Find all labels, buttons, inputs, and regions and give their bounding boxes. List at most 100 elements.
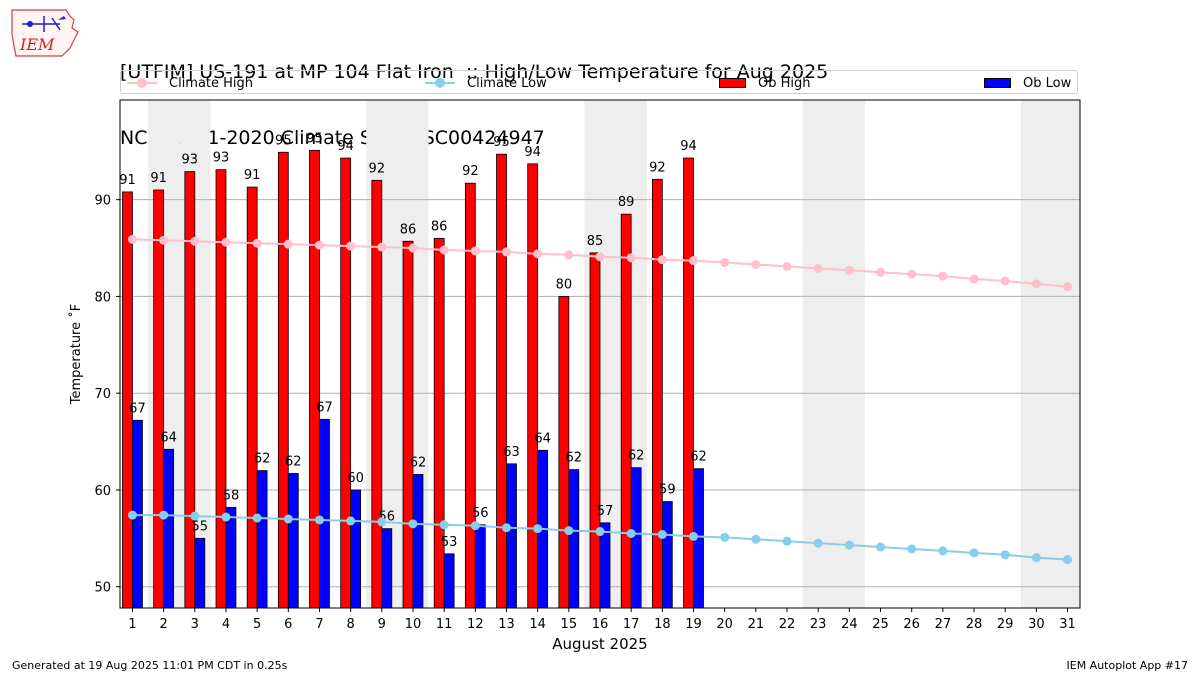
climate-low-point-22 <box>782 536 792 546</box>
ob-high-bar-6 <box>277 151 289 609</box>
xtick-label-26: 26 <box>903 617 920 632</box>
climate-low-point-28 <box>969 548 979 558</box>
climate-high-point-28 <box>969 274 979 284</box>
legend-label-ob-high: Ob High <box>758 75 811 91</box>
xtick-label-29: 29 <box>997 617 1014 632</box>
climate-high-point-1 <box>127 234 137 244</box>
ob-low-bar-13 <box>506 463 517 609</box>
xtick-label-19: 19 <box>685 617 702 632</box>
legend-label-ob-low: Ob Low <box>1023 75 1072 91</box>
xtick-label-4: 4 <box>222 617 230 632</box>
climate-low-point-2 <box>159 510 169 520</box>
ob-high-bar-2 <box>153 189 165 609</box>
xtick-label-8: 8 <box>347 617 355 632</box>
climate-low-point-26 <box>907 544 917 554</box>
ob-low-bar-8 <box>350 489 362 609</box>
ob-low-label-7: 67 <box>316 400 333 415</box>
generated-timestamp: Generated at 19 Aug 2025 11:01 PM CDT in… <box>12 659 288 672</box>
xtick-label-3: 3 <box>191 617 199 632</box>
ob-high-label-17: 89 <box>618 195 635 210</box>
climate-low-point-30 <box>1031 553 1041 563</box>
weekend-shade-31 <box>1051 100 1080 608</box>
climate-low-point-5 <box>252 513 262 523</box>
climate-low-point-20 <box>720 532 730 542</box>
xtick-label-27: 27 <box>935 617 952 632</box>
xtick-label-24: 24 <box>841 617 858 632</box>
legend-item-climate-high: Climate High <box>127 71 253 95</box>
climate-high-point-14 <box>533 249 543 259</box>
climate-high-point-22 <box>782 261 792 271</box>
climate-high-point-25 <box>876 267 886 277</box>
ob-high-bar-4 <box>215 169 227 609</box>
climate-high-point-26 <box>907 269 917 279</box>
logo-text: IEM <box>19 35 55 54</box>
climate-low-point-11 <box>439 520 449 530</box>
weekend-shade-24 <box>833 100 865 608</box>
ob-low-label-19: 62 <box>690 450 707 465</box>
xtick-label-17: 17 <box>623 617 640 632</box>
climate-low-point-25 <box>876 542 886 552</box>
ob-high-bar-5 <box>246 186 258 609</box>
ob-high-label-11: 86 <box>431 219 448 234</box>
ob-low-bar-4 <box>225 506 237 609</box>
xtick-label-11: 11 <box>436 617 453 632</box>
ob-low-label-13: 63 <box>503 445 520 460</box>
climate-low-point-6 <box>283 514 293 524</box>
ob-high-label-5: 91 <box>244 168 261 183</box>
ob-low-bar-17 <box>630 467 642 609</box>
climate-low-point-16 <box>595 527 605 537</box>
ob-high-bar-17 <box>620 213 632 609</box>
climate-high-point-31 <box>1063 282 1073 292</box>
ob-high-bar-1 <box>122 191 133 609</box>
xtick-label-21: 21 <box>748 617 765 632</box>
ob-low-label-10: 62 <box>410 455 427 470</box>
climate-high-point-7 <box>314 240 324 250</box>
ob-high-bar-11 <box>433 237 445 609</box>
ob-low-label-14: 64 <box>534 431 551 446</box>
xtick-label-14: 14 <box>529 617 546 632</box>
climate-high-point-4 <box>221 237 231 247</box>
ob-low-bar-10 <box>412 474 424 609</box>
ob-low-bar-7 <box>319 418 330 609</box>
climate-high-point-18 <box>657 255 667 265</box>
ob-high-label-16: 85 <box>587 234 604 249</box>
ob-high-bar-14 <box>527 163 539 609</box>
ob-low-label-3: 55 <box>192 519 209 534</box>
xtick-label-18: 18 <box>654 617 671 632</box>
ob-low-label-15: 62 <box>566 451 583 466</box>
plot-frame <box>119 99 1081 609</box>
climate-high-point-16 <box>595 252 605 262</box>
climate-high-point-9 <box>377 242 387 252</box>
xtick-label-23: 23 <box>810 617 827 632</box>
climate-low-point-15 <box>564 526 574 536</box>
ytick-label-80: 80 <box>94 290 111 305</box>
xtick-label-10: 10 <box>405 617 422 632</box>
ob-high-bar-7 <box>309 149 320 609</box>
climate-high-point-11 <box>439 245 449 255</box>
ob-low-bar-15 <box>568 469 580 609</box>
app-credit: IEM Autoplot App #17 <box>1066 659 1189 672</box>
ob-low-bar-6 <box>287 473 299 609</box>
climate-high-point-3 <box>190 236 200 246</box>
ob-low-bar-18 <box>661 501 673 609</box>
xtick-label-7: 7 <box>315 617 323 632</box>
climate-high-swatch <box>127 78 157 88</box>
ob-high-bar-16 <box>589 252 601 609</box>
climate-high-point-27 <box>938 271 948 281</box>
climate-high-point-19 <box>689 256 699 266</box>
ob-high-label-10: 86 <box>400 222 417 237</box>
xtick-label-22: 22 <box>779 617 796 632</box>
ob-low-label-18: 59 <box>659 483 676 498</box>
title-line-1: [UTFIM] US-191 at MP 104 Flat Iron :: Hi… <box>120 61 829 83</box>
ob-low-bar-12 <box>474 524 486 609</box>
climate-low-swatch <box>425 78 455 88</box>
xtick-label-25: 25 <box>872 617 889 632</box>
ob-high-label-8: 94 <box>337 139 354 154</box>
iem-logo: IEM <box>8 6 82 60</box>
ob-low-label-1: 67 <box>129 401 146 416</box>
climate-low-point-9 <box>377 517 387 527</box>
legend-label-climate-high: Climate High <box>169 75 254 91</box>
ob-high-label-7: 95 <box>306 131 323 146</box>
climate-high-point-20 <box>720 258 730 268</box>
